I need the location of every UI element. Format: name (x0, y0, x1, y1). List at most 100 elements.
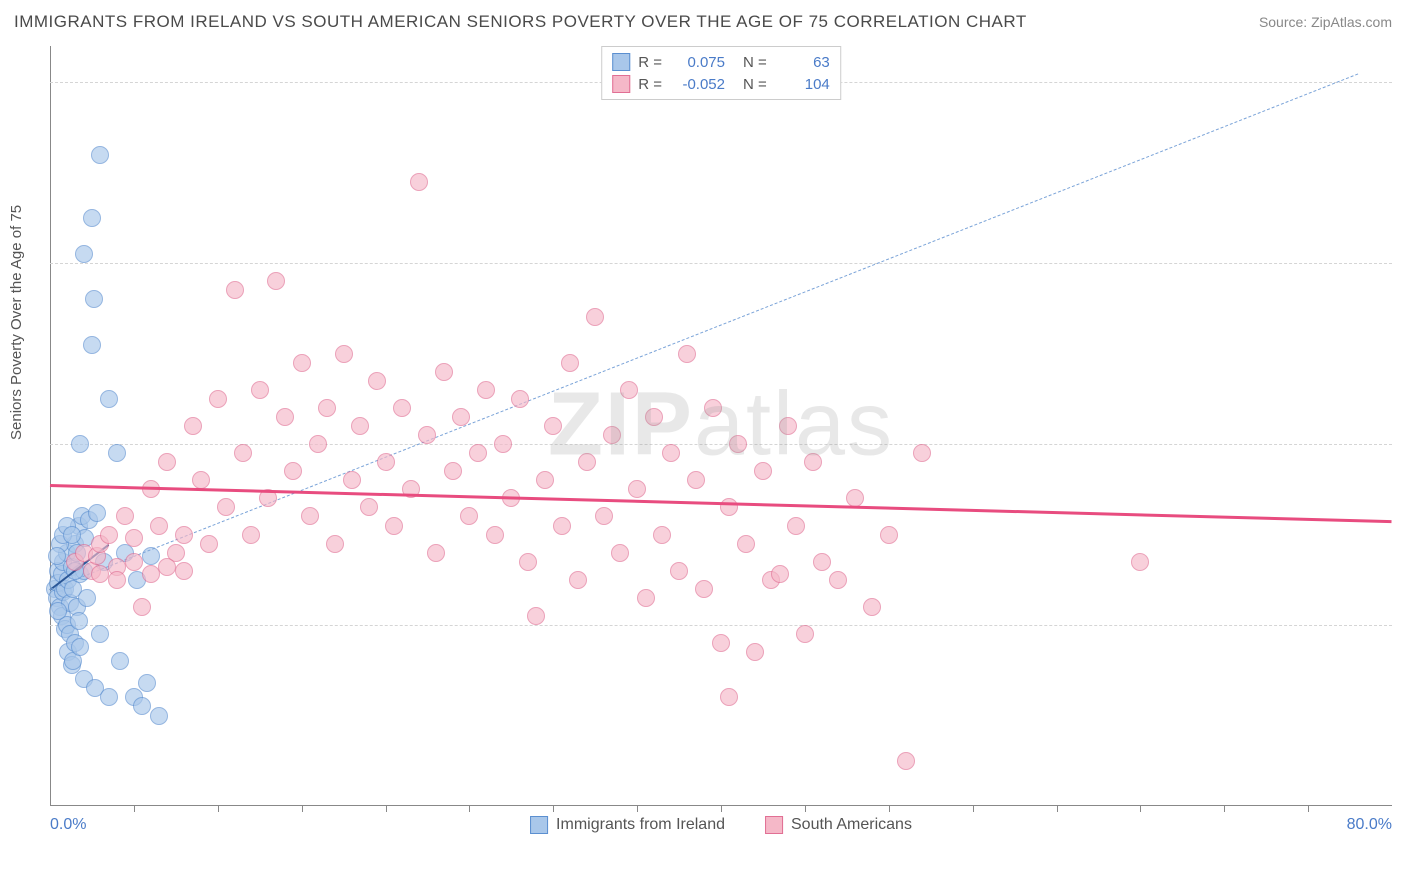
data-point (108, 444, 126, 462)
data-point (561, 354, 579, 372)
data-point (309, 435, 327, 453)
data-point (63, 526, 81, 544)
y-axis-line (50, 46, 51, 806)
data-point (158, 558, 176, 576)
data-point (469, 444, 487, 462)
data-point (116, 507, 134, 525)
data-point (267, 272, 285, 290)
data-point (486, 526, 504, 544)
r-label: R = (638, 76, 662, 93)
data-point (293, 354, 311, 372)
data-point (133, 697, 151, 715)
data-point (318, 399, 336, 417)
data-point (192, 471, 210, 489)
data-point (78, 589, 96, 607)
y-axis-label: Seniors Poverty Over the Age of 75 (8, 205, 25, 440)
data-point (184, 417, 202, 435)
data-point (687, 471, 705, 489)
data-point (100, 526, 118, 544)
data-point (91, 146, 109, 164)
data-point (628, 480, 646, 498)
data-point (620, 381, 638, 399)
data-point (704, 399, 722, 417)
data-point (771, 565, 789, 583)
data-point (595, 507, 613, 525)
legend-item: South Americans (765, 816, 912, 834)
y-tick-label: 30.0% (1397, 254, 1406, 272)
data-point (368, 372, 386, 390)
data-point (720, 688, 738, 706)
gridline-h (50, 263, 1392, 264)
x-tick-mark (218, 806, 219, 812)
data-point (544, 417, 562, 435)
data-point (234, 444, 252, 462)
data-point (460, 507, 478, 525)
x-tick-mark (1224, 806, 1225, 812)
data-point (175, 562, 193, 580)
trend-dashed-line (50, 73, 1359, 590)
data-point (88, 504, 106, 522)
x-tick-mark (889, 806, 890, 812)
data-point (251, 381, 269, 399)
legend-label: Immigrants from Ireland (556, 816, 725, 834)
data-point (226, 281, 244, 299)
bottom-legend: Immigrants from Ireland South Americans (530, 816, 912, 834)
legend-swatch (765, 816, 783, 834)
data-point (284, 462, 302, 480)
data-point (578, 453, 596, 471)
legend-label: South Americans (791, 816, 912, 834)
data-point (779, 417, 797, 435)
data-point (111, 652, 129, 670)
data-point (746, 643, 764, 661)
r-value: 0.075 (670, 54, 725, 71)
x-tick-mark (386, 806, 387, 812)
data-point (83, 336, 101, 354)
data-point (85, 290, 103, 308)
data-point (603, 426, 621, 444)
data-point (754, 462, 772, 480)
data-point (49, 602, 67, 620)
y-tick-label: 40.0% (1397, 73, 1406, 91)
x-tick-mark (302, 806, 303, 812)
stats-row: R =0.075N =63 (612, 51, 830, 73)
x-tick-mark (637, 806, 638, 812)
chart-title: IMMIGRANTS FROM IRELAND VS SOUTH AMERICA… (14, 12, 1027, 32)
data-point (91, 625, 109, 643)
r-label: R = (638, 54, 662, 71)
data-point (301, 507, 319, 525)
data-point (351, 417, 369, 435)
legend-swatch (530, 816, 548, 834)
data-point (276, 408, 294, 426)
data-point (653, 526, 671, 544)
data-point (335, 345, 353, 363)
data-point (536, 471, 554, 489)
data-point (418, 426, 436, 444)
data-point (100, 390, 118, 408)
n-label: N = (743, 76, 767, 93)
data-point (108, 571, 126, 589)
data-point (477, 381, 495, 399)
data-point (343, 471, 361, 489)
data-point (787, 517, 805, 535)
x-tick-mark (134, 806, 135, 812)
data-point (729, 435, 747, 453)
data-point (678, 345, 696, 363)
data-point (511, 390, 529, 408)
data-point (138, 674, 156, 692)
data-point (737, 535, 755, 553)
data-point (209, 390, 227, 408)
data-point (326, 535, 344, 553)
x-tick-label: 0.0% (50, 816, 86, 834)
y-tick-label: 10.0% (1397, 616, 1406, 634)
gridline-h (50, 444, 1392, 445)
n-label: N = (743, 54, 767, 71)
data-point (385, 517, 403, 535)
data-point (662, 444, 680, 462)
data-point (91, 565, 109, 583)
r-value: -0.052 (670, 76, 725, 93)
x-tick-mark (1140, 806, 1141, 812)
data-point (494, 435, 512, 453)
data-point (377, 453, 395, 471)
data-point (200, 535, 218, 553)
regression-line (50, 484, 1392, 523)
